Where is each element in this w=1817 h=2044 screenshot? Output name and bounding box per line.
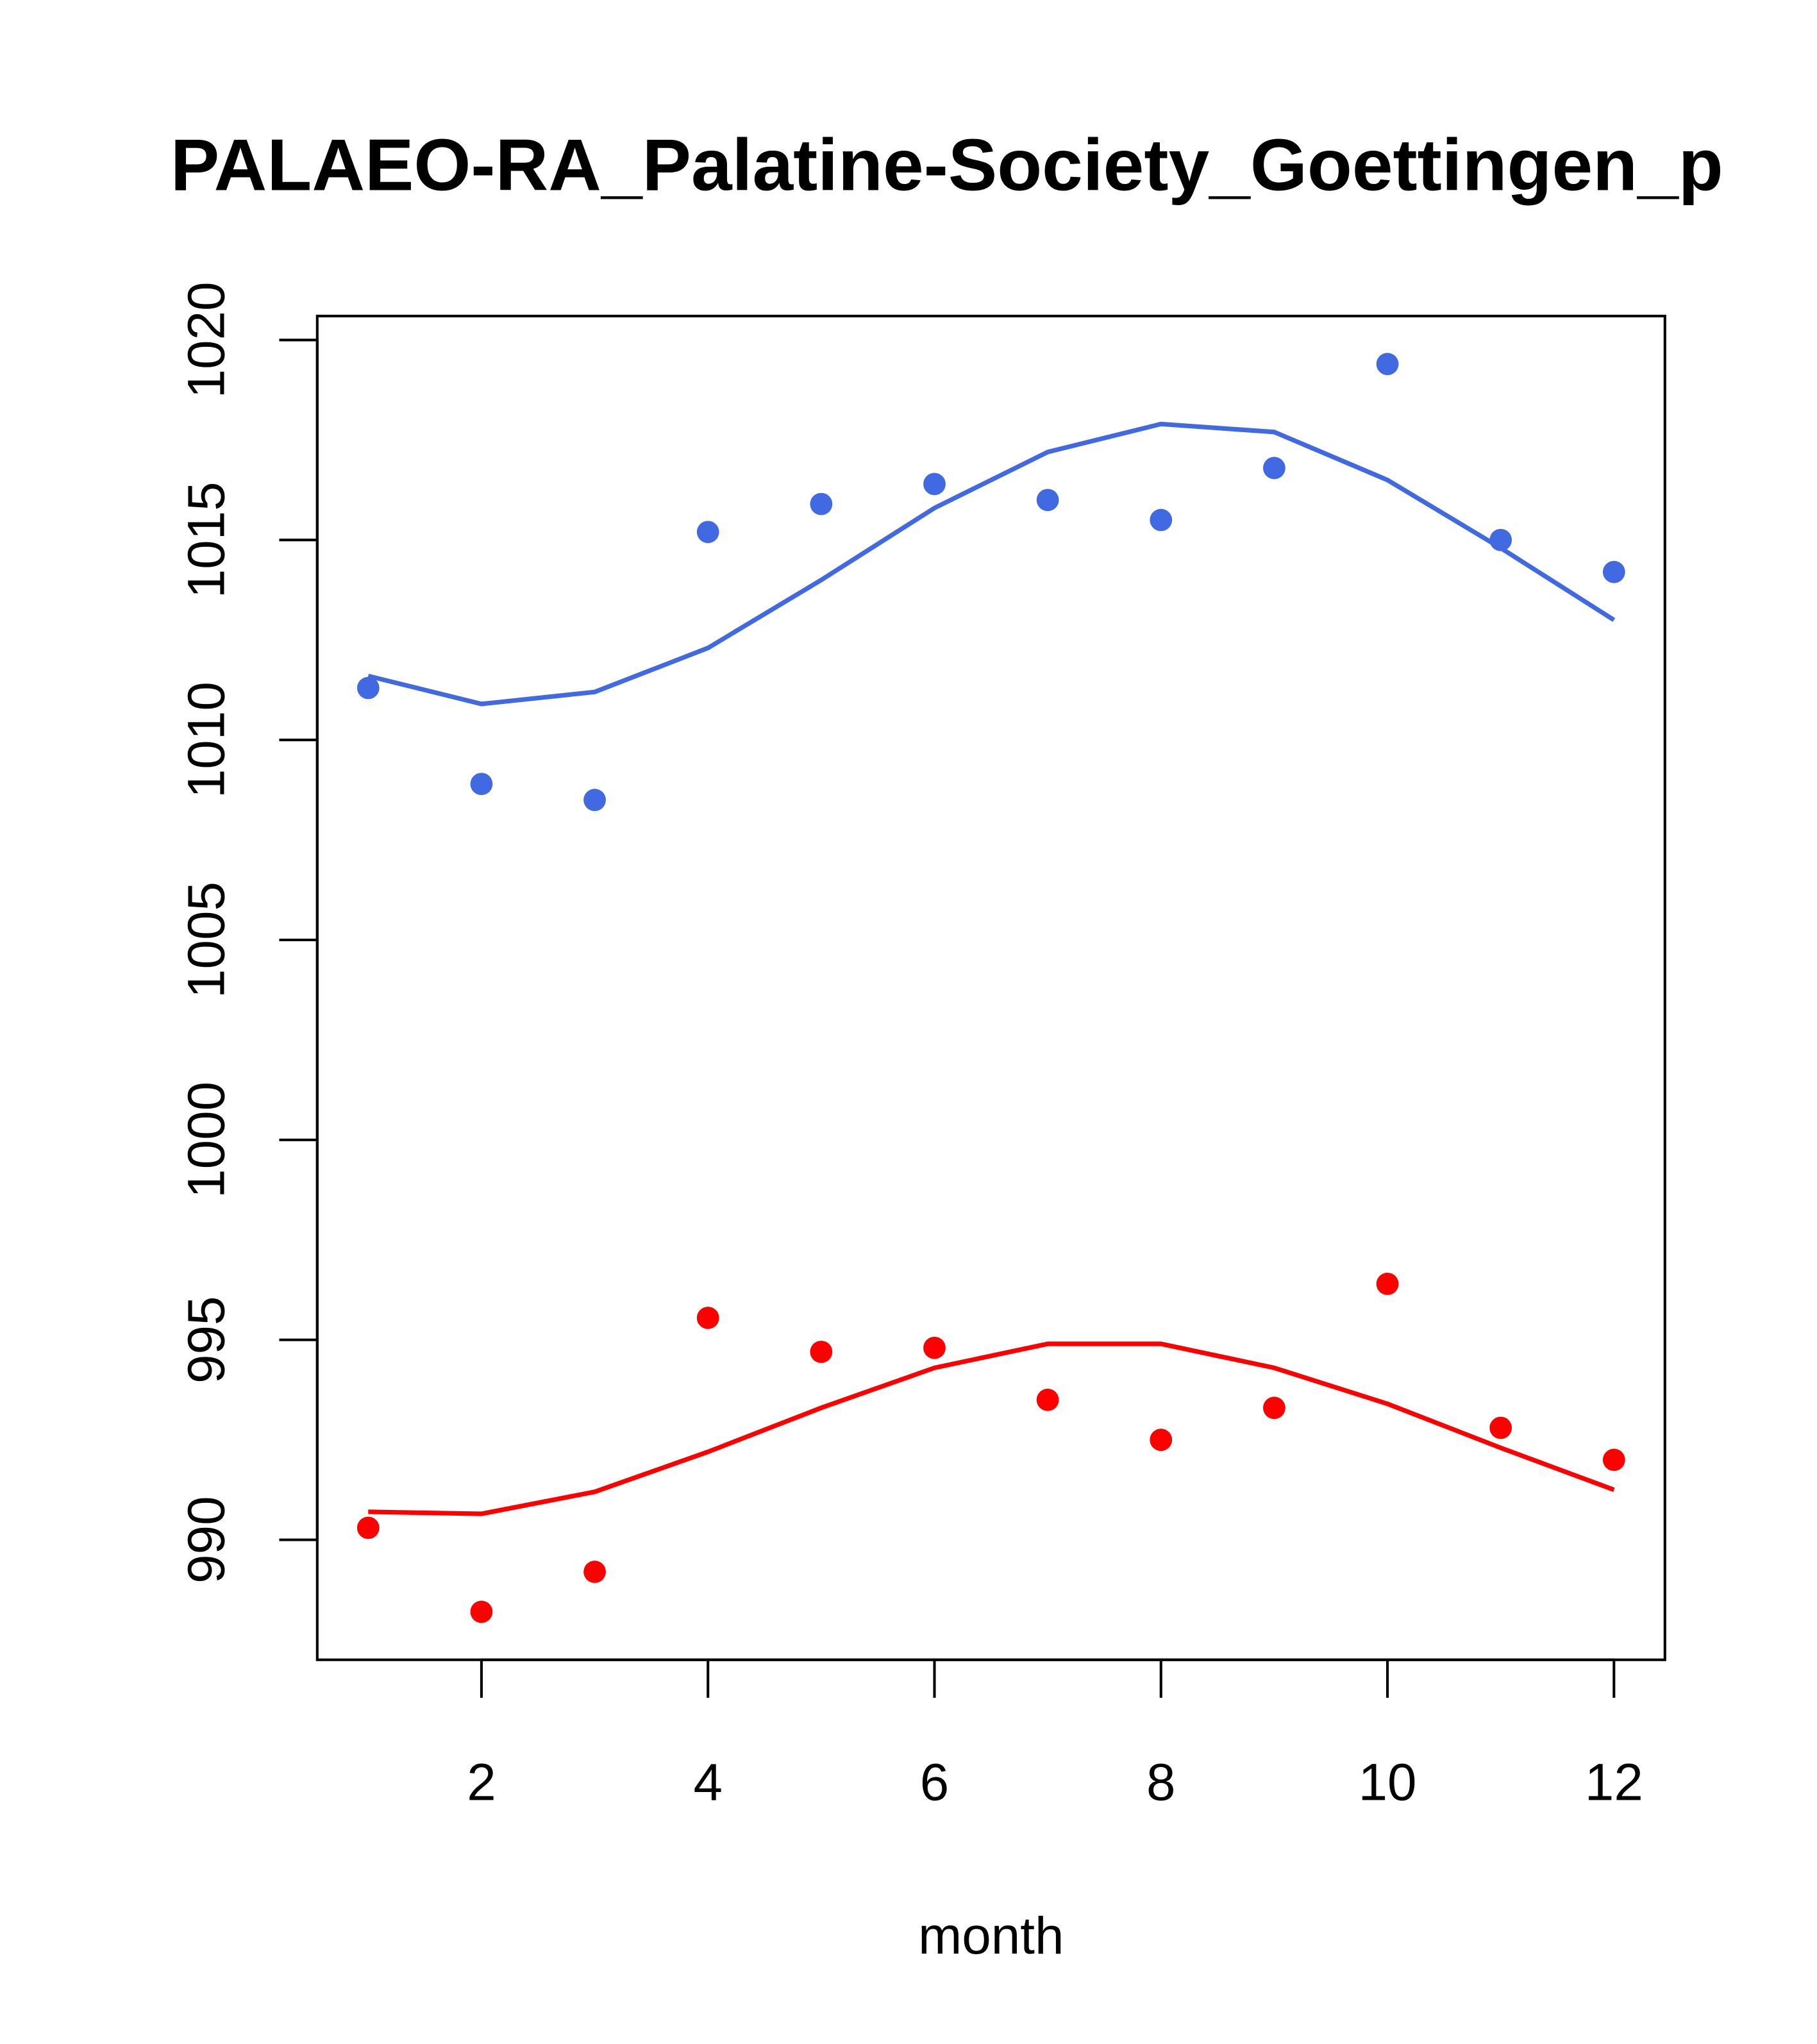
red-point [923,1336,946,1359]
y-tick-label: 1015 [178,482,236,598]
x-axis: 2 4 6 8 10 12 [467,1658,1643,1812]
blue-point [356,676,380,699]
red-point [810,1341,833,1363]
x-tick-label: 4 [693,1754,722,1812]
blue-point [470,773,493,796]
red-point [1376,1273,1399,1295]
x-tick-label: 10 [1359,1754,1417,1812]
y-tick-label: 1010 [178,682,236,798]
red-point [356,1516,380,1539]
red-point [1036,1388,1059,1411]
plot-frame [315,314,1666,1661]
x-tick-label: 8 [1146,1754,1175,1812]
blue-point [1150,508,1173,532]
chart-title: PALAEO-RA_Palatine-Society_Goettingen_p [171,124,1723,206]
y-tick-label: 1020 [178,281,236,398]
red-point [1489,1416,1512,1439]
x-tick-label: 2 [467,1754,496,1812]
red-point [470,1600,493,1623]
red-point [1263,1396,1285,1420]
y-axis: 990 995 1000 1005 1010 1015 1020 [178,281,319,1584]
blue-point [1602,560,1625,583]
blue-point [1036,489,1059,512]
red-point [696,1307,719,1329]
blue-line [367,421,1616,707]
blue-point [923,473,946,496]
blue-point [1376,353,1399,376]
blue-point [1263,457,1285,480]
y-tick-label: 1000 [178,1082,236,1198]
x-axis-label: month [918,1907,1064,1965]
y-tick-label: 995 [178,1296,236,1384]
red-line [368,1341,1615,1516]
x-tick-label: 12 [1585,1754,1643,1812]
series-group [356,353,1625,1623]
blue-point [583,789,606,812]
y-tick-label: 990 [178,1496,236,1583]
red-point [1602,1448,1625,1471]
blue-point [810,492,833,515]
x-tick-label: 6 [920,1754,949,1812]
red-point [583,1561,606,1583]
red-point [1150,1428,1173,1452]
blue-point [696,521,719,544]
y-tick-label: 1005 [178,882,236,998]
